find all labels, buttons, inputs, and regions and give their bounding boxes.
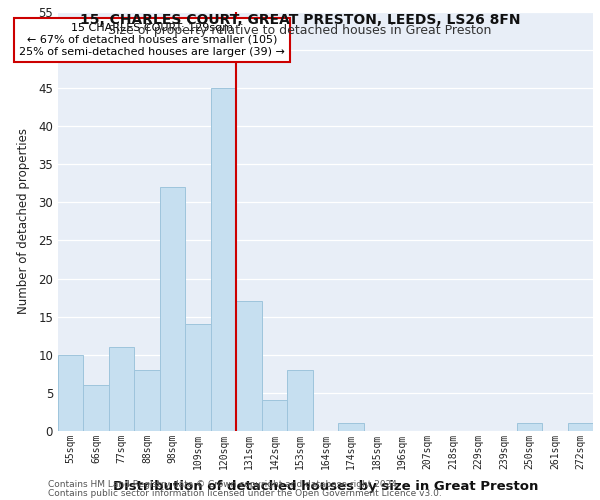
Text: Contains public sector information licensed under the Open Government Licence v3: Contains public sector information licen…	[48, 488, 442, 498]
Bar	[236, 302, 262, 431]
Text: 15 CHARLES COURT: 129sqm
← 67% of detached houses are smaller (105)
25% of semi-: 15 CHARLES COURT: 129sqm ← 67% of detach…	[19, 24, 285, 56]
Bar	[287, 370, 313, 431]
Bar	[134, 370, 160, 431]
Y-axis label: Number of detached properties: Number of detached properties	[17, 128, 30, 314]
Bar	[160, 187, 185, 431]
Bar	[185, 324, 211, 431]
Text: Contains HM Land Registry data © Crown copyright and database right 2024.: Contains HM Land Registry data © Crown c…	[48, 480, 400, 489]
Bar	[83, 385, 109, 431]
Bar	[262, 400, 287, 431]
Bar	[211, 88, 236, 431]
Bar	[58, 354, 83, 431]
Bar	[338, 424, 364, 431]
X-axis label: Distribution of detached houses by size in Great Preston: Distribution of detached houses by size …	[113, 480, 538, 493]
Text: 15, CHARLES COURT, GREAT PRESTON, LEEDS, LS26 8FN: 15, CHARLES COURT, GREAT PRESTON, LEEDS,…	[80, 12, 520, 26]
Text: Size of property relative to detached houses in Great Preston: Size of property relative to detached ho…	[109, 24, 491, 37]
Bar	[517, 424, 542, 431]
Bar	[109, 347, 134, 431]
Bar	[568, 424, 593, 431]
